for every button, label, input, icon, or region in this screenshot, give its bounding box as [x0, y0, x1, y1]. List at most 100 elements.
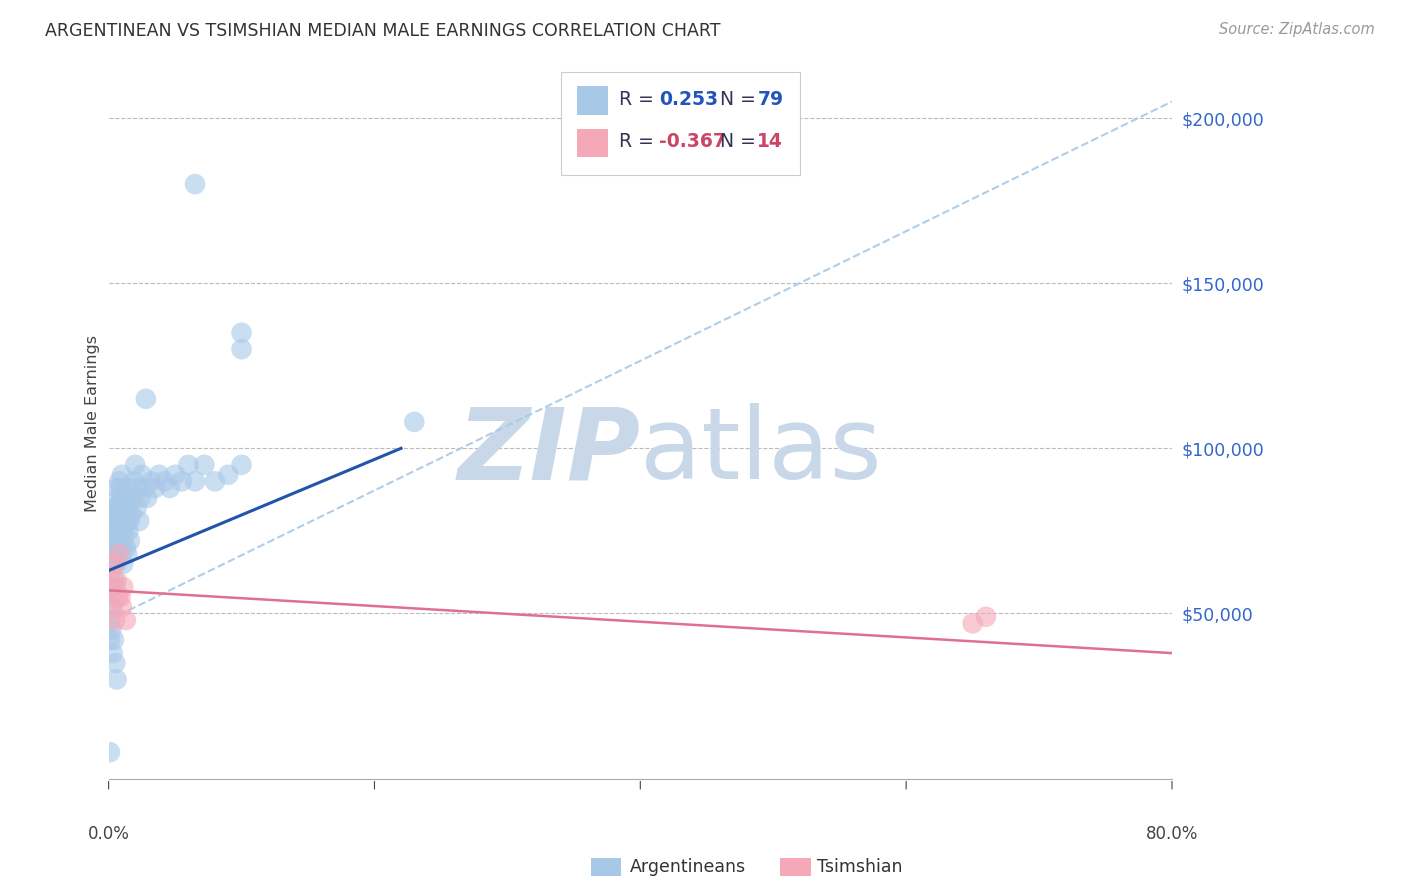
- Y-axis label: Median Male Earnings: Median Male Earnings: [86, 335, 100, 512]
- Point: [111, 491, 134, 505]
- Text: ARGENTINEAN VS TSIMSHIAN MEDIAN MALE EARNINGS CORRELATION CHART: ARGENTINEAN VS TSIMSHIAN MEDIAN MALE EAR…: [45, 22, 720, 40]
- Text: atlas: atlas: [640, 403, 882, 500]
- Point: [110, 533, 132, 548]
- Point: [115, 514, 138, 528]
- Point: [974, 609, 997, 624]
- Point: [105, 574, 128, 588]
- Point: [115, 508, 138, 522]
- Point: [115, 541, 138, 555]
- Text: 0.0%: 0.0%: [87, 825, 129, 843]
- Point: [98, 745, 121, 759]
- Point: [131, 467, 153, 482]
- Point: [103, 557, 125, 571]
- Point: [103, 574, 125, 588]
- Point: [117, 524, 139, 538]
- Point: [115, 613, 138, 627]
- Point: [104, 547, 127, 561]
- Point: [404, 415, 426, 429]
- Point: [101, 557, 124, 571]
- Point: [107, 491, 129, 505]
- Point: [141, 475, 163, 489]
- Text: ZIP: ZIP: [457, 403, 640, 500]
- Point: [104, 508, 127, 522]
- Point: [108, 524, 131, 538]
- Point: [105, 557, 128, 571]
- Text: 79: 79: [758, 89, 783, 109]
- Point: [101, 533, 124, 548]
- Point: [107, 590, 129, 604]
- Point: [120, 508, 142, 522]
- Point: [122, 475, 145, 489]
- Point: [112, 580, 135, 594]
- Point: [204, 475, 226, 489]
- Point: [101, 514, 124, 528]
- Point: [159, 481, 181, 495]
- Point: [98, 524, 121, 538]
- Text: Tsimshian: Tsimshian: [817, 858, 903, 876]
- Point: [108, 547, 131, 561]
- Text: Source: ZipAtlas.com: Source: ZipAtlas.com: [1219, 22, 1375, 37]
- Point: [98, 566, 121, 581]
- Point: [105, 481, 128, 495]
- Point: [114, 524, 136, 538]
- Point: [105, 533, 128, 548]
- Text: 0.253: 0.253: [659, 89, 718, 109]
- Point: [105, 500, 128, 515]
- Point: [153, 475, 176, 489]
- Point: [231, 458, 253, 472]
- Point: [108, 475, 131, 489]
- Point: [193, 458, 215, 472]
- Text: -0.367: -0.367: [659, 132, 727, 151]
- Point: [110, 514, 132, 528]
- Point: [127, 481, 149, 495]
- Point: [118, 533, 141, 548]
- Point: [112, 557, 135, 571]
- Point: [98, 613, 121, 627]
- Point: [117, 481, 139, 495]
- Point: [108, 500, 131, 515]
- Point: [231, 326, 253, 340]
- Point: [100, 580, 122, 594]
- Point: [121, 491, 143, 505]
- Point: [115, 547, 138, 561]
- Point: [148, 467, 170, 482]
- Point: [118, 514, 141, 528]
- Point: [128, 514, 150, 528]
- Point: [124, 458, 146, 472]
- Point: [165, 467, 187, 482]
- Text: 14: 14: [758, 132, 783, 151]
- Point: [125, 500, 148, 515]
- Text: R =: R =: [619, 132, 659, 151]
- Point: [111, 547, 134, 561]
- Text: R =: R =: [619, 89, 659, 109]
- Point: [100, 623, 122, 637]
- Point: [104, 580, 127, 594]
- Point: [105, 673, 128, 687]
- Point: [98, 590, 121, 604]
- Point: [107, 541, 129, 555]
- Point: [103, 632, 125, 647]
- Point: [111, 467, 134, 482]
- Point: [100, 547, 122, 561]
- Point: [170, 475, 193, 489]
- FancyBboxPatch shape: [576, 128, 609, 157]
- Point: [107, 514, 129, 528]
- FancyBboxPatch shape: [576, 87, 609, 115]
- Point: [110, 590, 132, 604]
- Point: [143, 481, 166, 495]
- Point: [136, 491, 159, 505]
- Point: [962, 616, 984, 631]
- Point: [110, 481, 132, 495]
- Point: [104, 656, 127, 670]
- Point: [184, 177, 207, 191]
- Point: [115, 491, 138, 505]
- Text: Argentineans: Argentineans: [630, 858, 747, 876]
- Point: [111, 599, 134, 614]
- Point: [134, 481, 156, 495]
- Point: [104, 613, 127, 627]
- Point: [112, 514, 135, 528]
- Point: [98, 632, 121, 647]
- Point: [101, 646, 124, 660]
- Point: [103, 541, 125, 555]
- Point: [177, 458, 200, 472]
